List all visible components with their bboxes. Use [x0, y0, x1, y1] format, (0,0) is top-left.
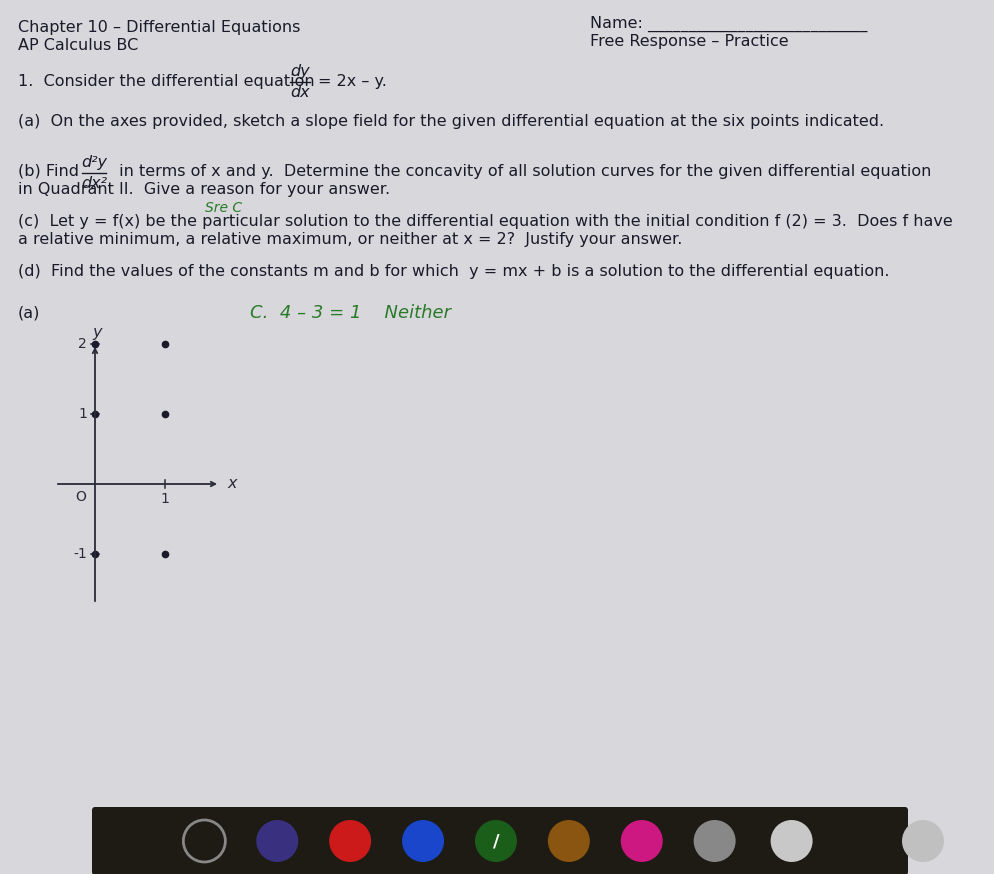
Text: 1: 1	[161, 492, 169, 506]
Text: -1: -1	[74, 547, 87, 561]
Text: (c)  Let y = f(x) be the particular solution to the differential equation with t: (c) Let y = f(x) be the particular solut…	[18, 214, 953, 229]
Text: 1.  Consider the differential equation: 1. Consider the differential equation	[18, 74, 315, 89]
Circle shape	[694, 820, 736, 862]
Text: Name: ___________________________: Name: ___________________________	[590, 16, 868, 32]
Circle shape	[548, 820, 589, 862]
Text: = 2x – y.: = 2x – y.	[318, 74, 387, 89]
Text: /: /	[493, 832, 499, 850]
Text: C.  4 – 3 = 1    Neither: C. 4 – 3 = 1 Neither	[250, 304, 451, 322]
Text: a relative minimum, a relative maximum, or neither at x = 2?  Justify your answe: a relative minimum, a relative maximum, …	[18, 232, 682, 247]
FancyBboxPatch shape	[92, 807, 908, 874]
Text: 1: 1	[79, 407, 87, 421]
Text: 2: 2	[79, 337, 87, 351]
Circle shape	[620, 820, 663, 862]
Circle shape	[329, 820, 371, 862]
Text: Free Response – Practice: Free Response – Practice	[590, 34, 788, 49]
Text: dy: dy	[290, 64, 310, 79]
Circle shape	[256, 820, 298, 862]
Text: AP Calculus BC: AP Calculus BC	[18, 38, 138, 53]
Text: in terms of x and y.  Determine the concavity of all solution curves for the giv: in terms of x and y. Determine the conca…	[114, 164, 931, 179]
Text: dx: dx	[290, 85, 310, 100]
Text: (d)  Find the values of the constants m and b for which  y = mx + b is a solutio: (d) Find the values of the constants m a…	[18, 264, 890, 279]
Text: (b) Find: (b) Find	[18, 164, 79, 179]
Circle shape	[902, 820, 944, 862]
Text: in Quadrant II.  Give a reason for your answer.: in Quadrant II. Give a reason for your a…	[18, 182, 390, 197]
Circle shape	[475, 820, 517, 862]
Text: y: y	[92, 325, 101, 340]
Text: O: O	[76, 490, 86, 504]
Text: dx²: dx²	[81, 176, 107, 191]
Text: Sre C: Sre C	[205, 201, 243, 215]
Text: Chapter 10 – Differential Equations: Chapter 10 – Differential Equations	[18, 20, 300, 35]
Circle shape	[770, 820, 813, 862]
Text: d²y: d²y	[81, 155, 107, 170]
Circle shape	[402, 820, 444, 862]
Text: (a)  On the axes provided, sketch a slope field for the given differential equat: (a) On the axes provided, sketch a slope…	[18, 114, 884, 129]
Text: (a): (a)	[18, 306, 41, 321]
Text: x: x	[227, 475, 237, 490]
